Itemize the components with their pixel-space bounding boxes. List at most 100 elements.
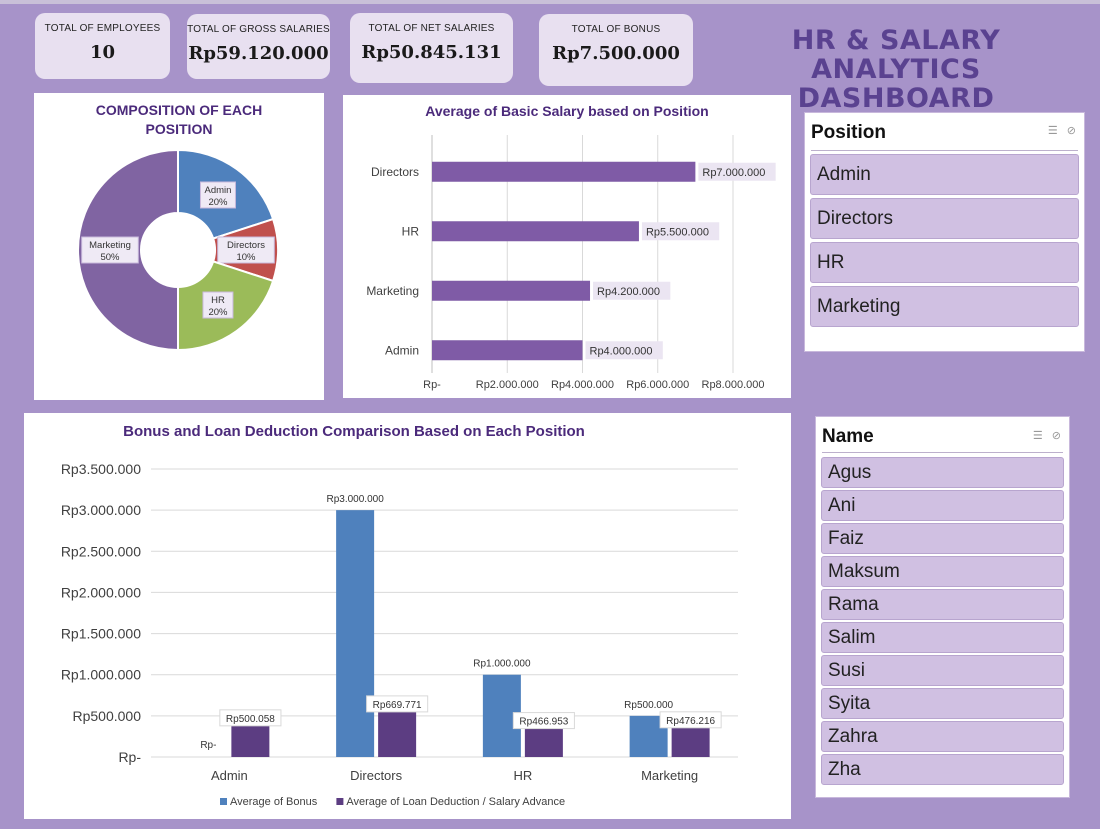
slicer-item-admin[interactable]: Admin: [810, 154, 1079, 195]
data-label-percent: 20%: [208, 307, 228, 318]
window-top-strip: [0, 0, 1100, 4]
data-label: Rp4.200.000: [597, 286, 660, 298]
y-tick-label: Rp3.000.000: [61, 502, 141, 518]
kpi-value: Rp50.845.131: [361, 42, 502, 63]
legend-label: Average of Loan Deduction / Salary Advan…: [346, 796, 565, 808]
kpi-label: TOTAL OF GROSS SALARIES: [187, 24, 330, 35]
slicer-icons: ☰ ⊘: [1048, 124, 1076, 137]
data-label-box: [202, 291, 234, 319]
y-tick-label: Rp1.000.000: [61, 667, 141, 683]
category-label: Directors: [350, 768, 403, 783]
slicer-item-salim[interactable]: Salim: [821, 622, 1064, 653]
category-label: Marketing: [366, 284, 419, 298]
slicer-item-zahra[interactable]: Zahra: [821, 721, 1064, 752]
data-label: Rp466.953: [519, 717, 568, 728]
slicer-item-syita[interactable]: Syita: [821, 688, 1064, 719]
position-slicer[interactable]: Position ☰ ⊘ Admin Directors HR Marketing: [804, 112, 1085, 352]
kpi-total-net-salaries: TOTAL OF NET SALARIES Rp50.845.131: [350, 13, 513, 83]
multi-select-icon[interactable]: ☰: [1032, 430, 1043, 442]
clear-filter-icon[interactable]: ⊘: [1066, 125, 1076, 137]
x-tick-label: Rp2.000.000: [476, 379, 539, 391]
chart-title: Bonus and Loan Deduction Comparison Base…: [123, 423, 585, 440]
bar-marketing: [432, 280, 591, 301]
data-label: Rp500.000: [624, 700, 673, 711]
data-label: Rp3.000.000: [326, 494, 384, 505]
category-label: HR: [402, 224, 420, 238]
kpi-total-employees: TOTAL OF EMPLOYEES 10: [35, 13, 170, 79]
data-label: Rp5.500.000: [646, 226, 709, 238]
category-label: Marketing: [641, 768, 698, 783]
slicer-icons: ☰ ⊘: [1033, 429, 1061, 442]
data-label: Rp500.058: [226, 714, 275, 725]
y-tick-label: Rp-: [118, 749, 141, 765]
data-label-box: [81, 236, 139, 264]
bar-bonus-directors: [336, 510, 375, 757]
y-tick-label: Rp3.500.000: [61, 461, 141, 477]
dashboard-title: HR & SALARY ANALYTICS DASHBOARD: [712, 26, 1080, 113]
data-label-box: [366, 695, 429, 713]
x-tick-label: Rp6.000.000: [626, 379, 689, 391]
bar-directors: [432, 161, 696, 182]
bonus-loan-chart[interactable]: Bonus and Loan Deduction Comparison Base…: [24, 413, 791, 819]
kpi-value: Rp7.500.000: [552, 43, 680, 64]
slicer-divider: [811, 150, 1078, 151]
dashboard-title-line1: HR & SALARY ANALYTICS: [791, 25, 1001, 85]
data-label-name: HR: [211, 295, 225, 306]
basic-salary-chart[interactable]: Average of Basic Salary based on Positio…: [343, 95, 791, 398]
slicer-item-marketing[interactable]: Marketing: [810, 286, 1079, 327]
x-tick-label: Rp-: [423, 379, 441, 391]
legend-label: Average of Bonus: [230, 796, 318, 808]
chart-title-line2: POSITION: [145, 121, 213, 137]
slicer-divider: [822, 452, 1063, 453]
legend-swatch: [336, 798, 344, 805]
category-label: Directors: [371, 165, 419, 179]
data-label-name: Marketing: [89, 240, 131, 251]
data-label: Rp7.000.000: [702, 167, 765, 179]
slicer-item-faiz[interactable]: Faiz: [821, 523, 1064, 554]
slicer-item-agus[interactable]: Agus: [821, 457, 1064, 488]
data-label: Rp-: [200, 740, 216, 751]
name-slicer[interactable]: Name ☰ ⊘ Agus Ani Faiz Maksum Rama Salim Susi S…: [815, 416, 1070, 798]
data-label-box: [659, 711, 722, 729]
data-label: Rp1.000.000: [473, 659, 531, 670]
position-composition-chart[interactable]: COMPOSITION OF EACH POSITION Admin 20% Dir…: [34, 93, 324, 400]
slicer-item-susi[interactable]: Susi: [821, 655, 1064, 686]
chart-title: COMPOSITION OF EACH POSITION: [34, 101, 324, 139]
data-label-name: Admin: [205, 185, 232, 196]
slicer-item-hr[interactable]: HR: [810, 242, 1079, 283]
data-label-percent: 50%: [100, 252, 120, 263]
slicer-item-zha[interactable]: Zha: [821, 754, 1064, 785]
chart-title: Average of Basic Salary based on Positio…: [425, 103, 709, 119]
slicer-title: Position: [811, 122, 886, 143]
slicer-item-maksum[interactable]: Maksum: [821, 556, 1064, 587]
kpi-total-gross-salaries: TOTAL OF GROSS SALARIES Rp59.120.000: [187, 14, 330, 79]
y-tick-label: Rp2.000.000: [61, 584, 141, 600]
kpi-label: TOTAL OF EMPLOYEES: [44, 23, 161, 34]
kpi-total-bonus: TOTAL OF BONUS Rp7.500.000: [539, 14, 693, 86]
data-label-box: [641, 222, 720, 241]
x-tick-label: Rp4.000.000: [551, 379, 614, 391]
slicer-title: Name: [822, 426, 874, 447]
data-label-box: [199, 181, 236, 209]
data-label-name: Directors: [227, 240, 265, 251]
bar-admin: [432, 340, 583, 361]
y-tick-label: Rp500.000: [72, 708, 141, 724]
data-label-percent: 20%: [208, 197, 228, 208]
bar-hr: [432, 221, 639, 242]
slicer-item-ani[interactable]: Ani: [821, 490, 1064, 521]
column-chart-svg: Rp- Rp500.000 Rp1.000.000 Rp1.500.000 Rp2.00…: [61, 461, 738, 808]
kpi-label: TOTAL OF BONUS: [571, 24, 661, 35]
category-label: Admin: [211, 768, 248, 783]
data-label-box: [512, 712, 575, 730]
category-label: HR: [513, 768, 532, 783]
slicer-item-directors[interactable]: Directors: [810, 198, 1079, 239]
kpi-label: TOTAL OF NET SALARIES: [368, 23, 495, 34]
chart-title-line1: COMPOSITION OF EACH: [95, 102, 263, 118]
multi-select-icon[interactable]: ☰: [1047, 125, 1058, 137]
data-label: Rp4.000.000: [590, 345, 653, 357]
category-label: Admin: [385, 343, 419, 357]
clear-filter-icon[interactable]: ⊘: [1051, 430, 1061, 442]
legend-swatch: [220, 798, 227, 805]
slicer-item-rama[interactable]: Rama: [821, 589, 1064, 620]
